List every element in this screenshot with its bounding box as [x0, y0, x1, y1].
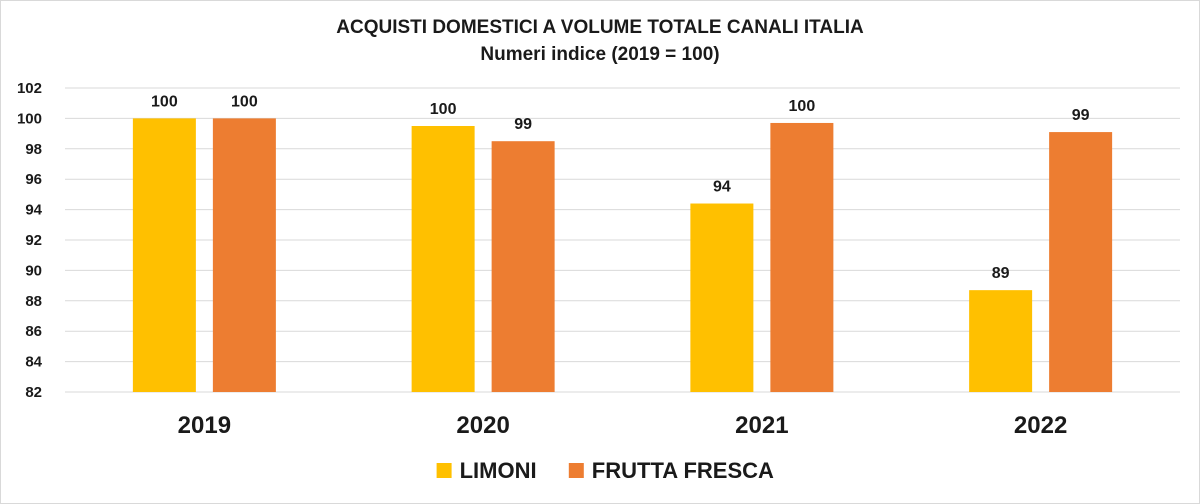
y-tick-label: 84	[25, 354, 42, 371]
bar	[411, 126, 475, 392]
bar	[969, 290, 1033, 392]
bar	[770, 122, 834, 393]
bar	[132, 118, 196, 393]
data-label: 99	[1072, 107, 1090, 124]
legend-swatch	[436, 463, 452, 478]
x-tick-label: 2022	[1014, 412, 1067, 439]
data-label: 100	[430, 101, 457, 118]
bar	[690, 203, 754, 392]
y-tick-label: 100	[17, 110, 42, 127]
chart-subtitle: Numeri indice (2019 = 100)	[480, 44, 719, 65]
chart-title: ACQUISTI DOMESTICI A VOLUME TOTALE CANAL…	[336, 17, 864, 38]
y-tick-label: 88	[25, 293, 42, 310]
y-tick-label: 94	[25, 202, 42, 219]
x-tick-label: 2019	[178, 412, 231, 439]
bar	[491, 141, 555, 392]
data-label: 100	[231, 93, 258, 110]
data-labels: 100 100 100 99 94 100 89 99	[151, 93, 1090, 282]
bar	[212, 118, 276, 393]
x-axis-ticks: 2019 2020 2021 2022	[178, 412, 1068, 439]
bars	[132, 118, 1113, 393]
data-label: 100	[789, 98, 816, 115]
y-tick-label: 102	[17, 80, 42, 97]
data-label: 100	[151, 93, 178, 110]
y-tick-label: 86	[25, 323, 42, 340]
x-tick-label: 2021	[735, 412, 788, 439]
x-tick-label: 2020	[456, 412, 509, 439]
y-tick-label: 82	[25, 384, 42, 401]
legend-label: FRUTTA FRESCA	[592, 458, 774, 483]
legend-swatch	[568, 463, 584, 478]
y-tick-label: 96	[25, 171, 42, 188]
data-label: 89	[992, 265, 1010, 282]
bar	[1049, 132, 1113, 392]
legend: LIMONI FRUTTA FRESCA	[436, 458, 774, 483]
legend-label: LIMONI	[460, 458, 537, 483]
y-tick-label: 98	[25, 141, 42, 158]
y-axis-ticks: 82 84 86 88 90 92 94 96 98 100 102	[17, 80, 43, 401]
data-label: 99	[514, 116, 532, 133]
y-tick-label: 92	[25, 232, 42, 249]
data-label: 94	[713, 179, 731, 196]
y-tick-label: 90	[25, 262, 42, 279]
